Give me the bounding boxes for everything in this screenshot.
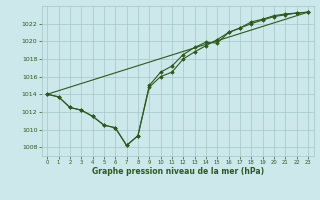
X-axis label: Graphe pression niveau de la mer (hPa): Graphe pression niveau de la mer (hPa) — [92, 167, 264, 176]
